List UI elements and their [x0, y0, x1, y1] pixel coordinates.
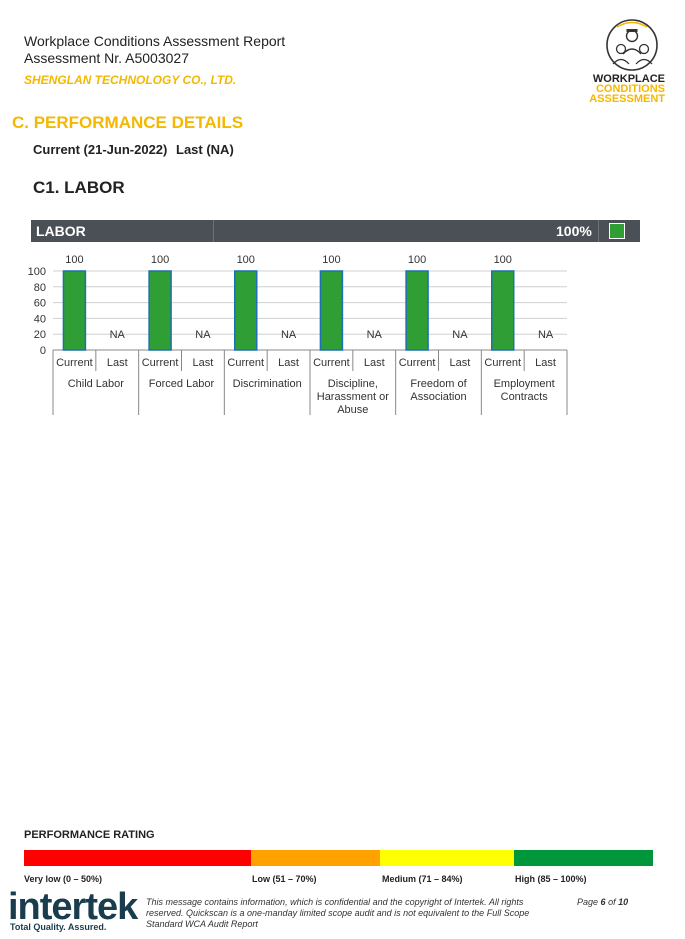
- subcategory-label-current: Current: [399, 357, 436, 369]
- data-label-last: NA: [538, 329, 554, 341]
- labor-bar-divider: [213, 220, 214, 242]
- section-title: C. PERFORMANCE DETAILS: [12, 113, 244, 132]
- rating-label-medium: Medium (71 – 84%): [382, 874, 463, 884]
- data-label-last: NA: [367, 329, 383, 341]
- last-period: Last (NA): [176, 142, 234, 157]
- subcategory-label-current: Current: [227, 357, 264, 369]
- category-label: Forced Labor: [149, 378, 215, 390]
- category-label: Child Labor: [68, 378, 125, 390]
- page-current: 6: [600, 897, 606, 907]
- subcategory-label-current: Current: [313, 357, 350, 369]
- subcategory-label-current: Current: [484, 357, 521, 369]
- page-prefix: Page: [577, 897, 599, 907]
- subcategory-label-current: Current: [142, 357, 179, 369]
- performance-rating-title: PERFORMANCE RATING: [24, 829, 155, 841]
- y-tick-label: 0: [40, 345, 46, 357]
- logo-line-2: CONDITIONS: [595, 83, 665, 95]
- category-label: Freedom of: [410, 378, 467, 390]
- labor-status-indicator: [609, 223, 625, 239]
- rating-label-high: High (85 – 100%): [515, 874, 587, 884]
- subcategory-label-last: Last: [278, 357, 299, 369]
- rating-label-low: Low (51 – 70%): [252, 874, 317, 884]
- report-title: Workplace Conditions Assessment Report: [24, 33, 286, 49]
- y-tick-label: 60: [34, 298, 46, 310]
- subcategory-label-current: Current: [56, 357, 93, 369]
- company-name: SHENGLAN TECHNOLOGY CO., LTD.: [24, 73, 237, 87]
- bar-current: [234, 270, 258, 351]
- subcategory-label-last: Last: [535, 357, 556, 369]
- data-label-last: NA: [110, 329, 126, 341]
- category-label: Discipline,: [328, 378, 378, 390]
- page-of: of: [608, 897, 616, 907]
- rating-band-3: [514, 850, 653, 866]
- labor-bar-label: LABOR: [36, 223, 86, 239]
- subsection-title: C1. LABOR: [33, 178, 125, 197]
- y-tick-label: 40: [34, 313, 46, 325]
- bar-current: [62, 270, 87, 351]
- category-label: Contracts: [501, 391, 549, 403]
- subcategory-label-last: Last: [450, 357, 471, 369]
- subcategory-label-last: Last: [193, 357, 214, 369]
- data-label-current: 100: [237, 254, 255, 266]
- intertek-tagline: Total Quality. Assured.: [10, 922, 107, 932]
- category-label: Abuse: [337, 404, 368, 416]
- subcategory-label-last: Last: [107, 357, 128, 369]
- intertek-logo: intertek: [8, 886, 138, 928]
- category-label: Discrimination: [233, 378, 302, 390]
- data-label-current: 100: [494, 254, 512, 266]
- data-label-current: 100: [151, 254, 169, 266]
- labor-bar-divider-2: [598, 220, 599, 242]
- category-label: Harassment or: [317, 391, 389, 403]
- data-label-last: NA: [195, 329, 211, 341]
- wca-logo: WORKPLACE CONDITIONS ASSESSMENT: [589, 14, 665, 109]
- labor-chart: 0 20 40 60 80 100 100 NA Current Last Child Labor 1…: [28, 254, 568, 416]
- y-tick-label: 80: [34, 282, 46, 294]
- bar-current: [405, 270, 429, 351]
- bar-current: [491, 270, 515, 351]
- page-number: Page 6 of 10: [577, 897, 628, 907]
- y-tick-label: 20: [34, 329, 46, 341]
- footer-disclaimer: This message contains information, which…: [146, 897, 530, 929]
- page-total: 10: [618, 897, 629, 907]
- logo-line-3: ASSESSMENT: [589, 93, 665, 105]
- labor-bar-score: 100%: [556, 223, 592, 239]
- category-label: Employment: [494, 378, 555, 390]
- rating-band-2: [380, 850, 514, 866]
- wca-logo-icon: [606, 19, 658, 71]
- data-label-last: NA: [281, 329, 297, 341]
- rating-band-0: [24, 850, 251, 866]
- category-label: Association: [410, 391, 466, 403]
- current-period: Current (21-Jun-2022): [33, 142, 168, 157]
- bar-current: [148, 270, 172, 351]
- data-label-current: 100: [408, 254, 426, 266]
- labor-score-bar: LABOR 100%: [31, 220, 640, 242]
- rating-band-1: [251, 850, 380, 866]
- y-tick-label: 100: [28, 266, 46, 278]
- data-label-current: 100: [65, 254, 83, 266]
- logo-line-1: WORKPLACE: [592, 73, 665, 85]
- performance-rating-bar: [24, 850, 653, 866]
- bar-current: [319, 270, 344, 351]
- rating-label-very-low: Very low (0 – 50%): [24, 874, 103, 884]
- data-label-current: 100: [322, 254, 340, 266]
- data-label-last: NA: [452, 329, 468, 341]
- assessment-number: Assessment Nr. A5003027: [24, 50, 189, 66]
- subcategory-label-last: Last: [364, 357, 385, 369]
